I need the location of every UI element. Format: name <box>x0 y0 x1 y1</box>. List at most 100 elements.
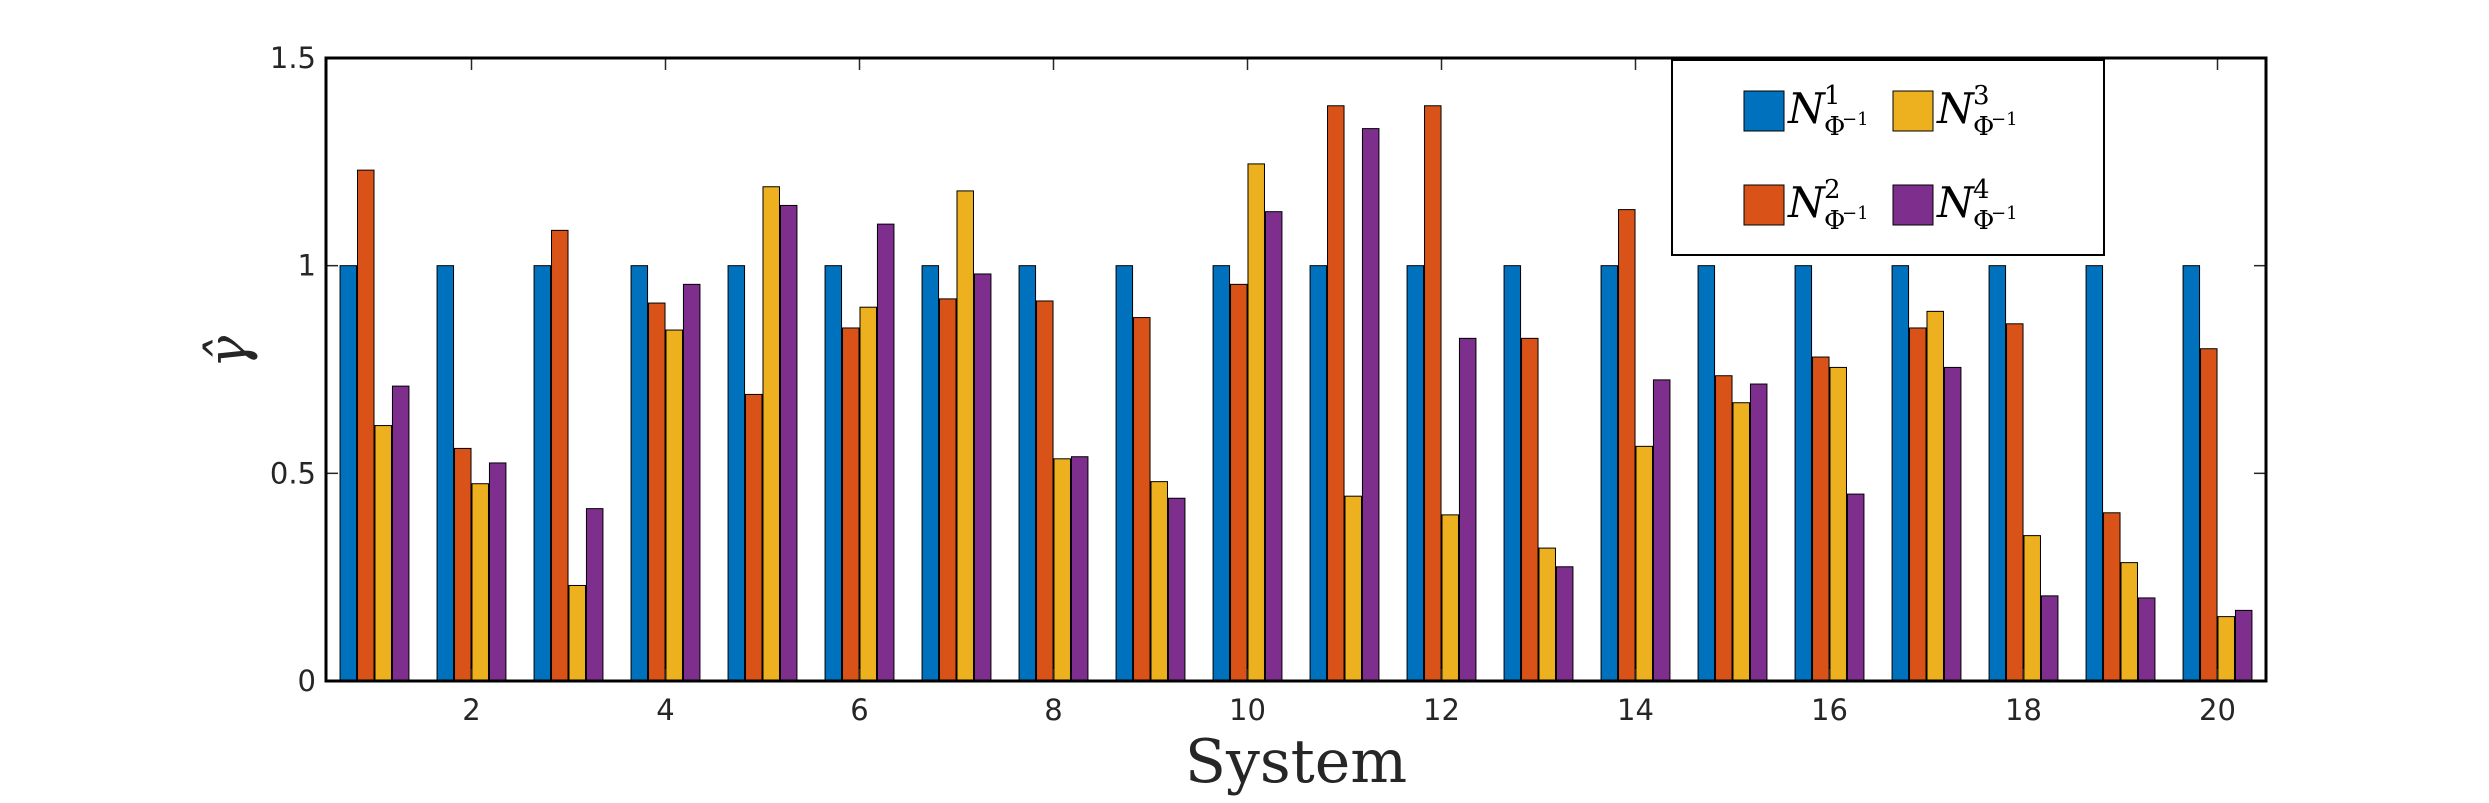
bar-s2-c7 <box>939 298 957 682</box>
bar-s2-c15 <box>1715 375 1733 682</box>
bar-s4-c2 <box>488 462 507 682</box>
legend-label-sup: 1 <box>1824 81 1841 111</box>
bar-s2-c19 <box>2103 512 2121 682</box>
bar-s3-c15 <box>1732 402 1750 682</box>
legend-label-sub: Φ <box>1973 206 1994 236</box>
legend-label-sub: Φ <box>1824 206 1845 236</box>
bar-s4-c7 <box>973 273 992 682</box>
x-tick-label: 4 <box>656 693 674 727</box>
bar-s2-c18 <box>2006 323 2024 682</box>
x-axis-title: System <box>1185 727 1407 797</box>
bar-s3-c16 <box>1829 366 1847 682</box>
bar-s1-c4 <box>630 265 649 682</box>
bar-s3-c5 <box>762 186 780 682</box>
bar-s1-c12 <box>1406 265 1425 682</box>
legend-item-2: N 2Φ−1 <box>1743 175 1869 236</box>
bar-s2-c8 <box>1036 300 1054 682</box>
bar-s3-c19 <box>2120 562 2138 682</box>
y-tick-label: 0.5 <box>270 456 316 490</box>
bar-s4-c12 <box>1458 337 1477 682</box>
bar-s4-c15 <box>1749 383 1768 682</box>
bar-s4-c8 <box>1070 456 1089 682</box>
x-tick-label: 8 <box>1044 693 1062 727</box>
legend-swatch <box>1743 90 1785 132</box>
bar-s1-c20 <box>2182 265 2201 682</box>
bar-s2-c4 <box>648 302 666 682</box>
bar-s3-c14 <box>1635 445 1653 682</box>
bar-s4-c19 <box>2137 597 2156 682</box>
legend-swatch <box>1892 184 1934 226</box>
legend-label-subsup: −1 <box>1842 203 1869 224</box>
x-tick-label: 18 <box>2005 693 2042 727</box>
bar-s1-c6 <box>824 265 843 682</box>
bar-s3-c11 <box>1344 495 1362 682</box>
bar-s1-c17 <box>1891 265 1910 682</box>
bar-s4-c14 <box>1652 379 1671 682</box>
bar-s2-c16 <box>1812 356 1830 682</box>
series-2 <box>357 105 2218 682</box>
bar-s4-c1 <box>391 385 410 682</box>
bar-s1-c3 <box>533 265 552 682</box>
legend-label-sup: 4 <box>1973 175 1990 205</box>
y-tick-label: 1 <box>298 249 316 283</box>
bar-s2-c10 <box>1230 283 1248 682</box>
bar-s1-c1 <box>339 265 358 682</box>
bar-s3-c18 <box>2023 535 2041 682</box>
bar-s2-c6 <box>842 327 860 682</box>
x-tick-label: 14 <box>1617 693 1654 727</box>
bar-s1-c9 <box>1115 265 1134 682</box>
bar-s1-c15 <box>1697 265 1716 682</box>
bar-s3-c7 <box>956 190 974 682</box>
legend-label-subsup: −1 <box>1842 109 1869 130</box>
x-tick-label: 12 <box>1423 693 1460 727</box>
legend-swatch <box>1743 184 1785 226</box>
plot-frame <box>324 56 2268 683</box>
legend-label-base: N <box>1787 178 1826 227</box>
legend-label-base: N <box>1936 84 1975 133</box>
legend-label-subsup: −1 <box>1991 109 2018 130</box>
legend-item-4: N 4Φ−1 <box>1892 175 2018 236</box>
x-tick-label: 16 <box>1811 693 1848 727</box>
legend-label-subsup: −1 <box>1991 203 2018 224</box>
legend-label-sup: 3 <box>1973 81 1990 111</box>
x-tick-label: 20 <box>2199 693 2236 727</box>
bar-s1-c13 <box>1503 265 1522 682</box>
bar-s3-c8 <box>1053 458 1071 682</box>
bar-s4-c4 <box>682 283 701 682</box>
y-tick-label: 1.5 <box>270 41 316 75</box>
bar-s2-c9 <box>1133 317 1151 682</box>
bar-s2-c13 <box>1521 337 1539 682</box>
bar-s3-c20 <box>2217 616 2235 682</box>
bar-s4-c6 <box>876 223 895 682</box>
bar-s4-c10 <box>1264 211 1283 682</box>
bar-s3-c12 <box>1441 514 1459 682</box>
x-tick-label: 2 <box>462 693 480 727</box>
bar-s3-c17 <box>1926 310 1944 682</box>
bar-s4-c13 <box>1555 566 1574 682</box>
x-tick-label: 6 <box>850 693 868 727</box>
series-1 <box>339 265 2201 682</box>
legend-box <box>1671 59 2105 256</box>
bar-s1-c7 <box>921 265 940 682</box>
bar-s4-c18 <box>2040 595 2059 682</box>
bar-s3-c1 <box>374 425 392 682</box>
bar-s3-c10 <box>1247 163 1265 682</box>
bar-s4-c3 <box>585 508 604 682</box>
bar-s2-c2 <box>454 447 472 682</box>
bar-s3-c4 <box>665 329 683 682</box>
bar-s2-c12 <box>1424 105 1442 682</box>
legend-swatch <box>1892 90 1934 132</box>
bar-s4-c16 <box>1846 493 1865 682</box>
bar-s1-c11 <box>1309 265 1328 682</box>
legend: N 1Φ−1N 2Φ−1N 3Φ−1N 4Φ−1 <box>1671 59 2105 256</box>
legend-label-base: N <box>1787 84 1826 133</box>
bar-s4-c20 <box>2234 609 2253 682</box>
bar-s3-c2 <box>471 483 489 682</box>
bar-s4-c5 <box>779 204 798 682</box>
series-4 <box>391 128 2253 682</box>
legend-item-3: N 3Φ−1 <box>1892 81 2018 142</box>
bar-s3-c9 <box>1150 481 1168 682</box>
bar-s3-c6 <box>859 306 877 682</box>
bar-s1-c8 <box>1018 265 1037 682</box>
